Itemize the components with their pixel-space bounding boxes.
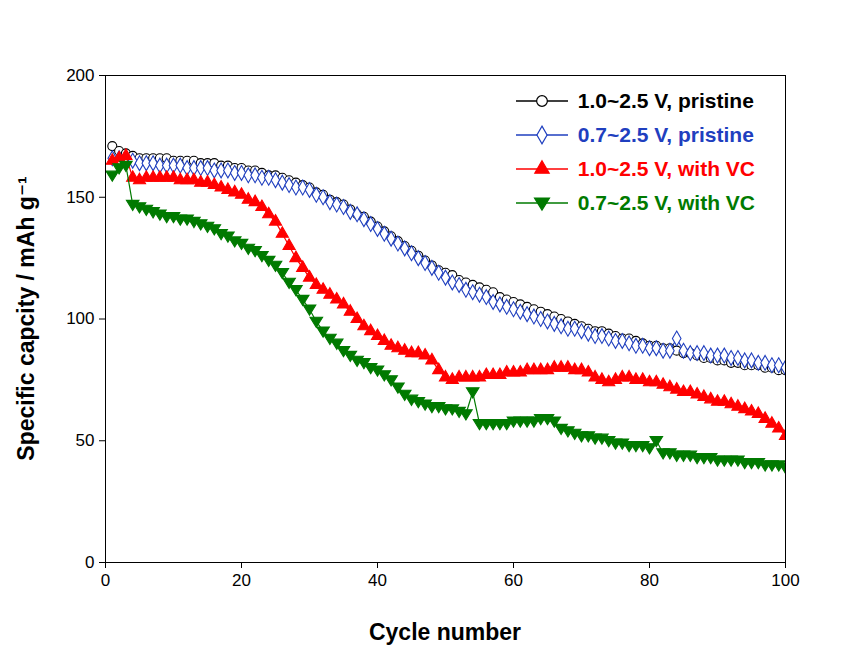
svg-text:80: 80 — [640, 571, 659, 590]
svg-text:50: 50 — [76, 431, 95, 450]
svg-text:20: 20 — [232, 571, 251, 590]
svg-text:40: 40 — [368, 571, 387, 590]
svg-text:Specific capcity / mAh g⁻¹: Specific capcity / mAh g⁻¹ — [13, 176, 39, 460]
svg-text:60: 60 — [504, 571, 523, 590]
html-text:1.0~2.5 V, pristine: 1.0~2.5 V, pristine — [577, 89, 754, 112]
svg-text:100: 100 — [66, 309, 94, 328]
html-text:1.0~2.5 V, with VC: 1.0~2.5 V, with VC — [577, 157, 755, 180]
html-text:0.7~2.5 V, with VC: 0.7~2.5 V, with VC — [577, 191, 755, 214]
svg-text:150: 150 — [66, 188, 94, 207]
svg-text:200: 200 — [66, 66, 94, 85]
svg-text:0: 0 — [85, 553, 94, 572]
svg-text:0: 0 — [101, 571, 110, 590]
html-text:0.7~2.5 V, pristine: 0.7~2.5 V, pristine — [577, 123, 754, 146]
svg-text:100: 100 — [771, 571, 799, 590]
svg-text:Cycle number: Cycle number — [369, 619, 521, 645]
